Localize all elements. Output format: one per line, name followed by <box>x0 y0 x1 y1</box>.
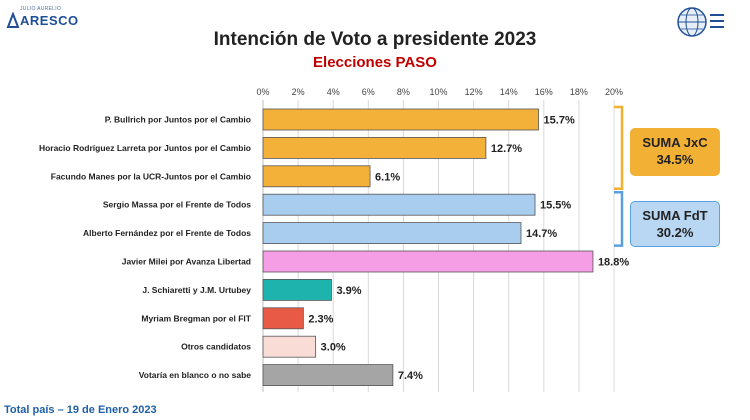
x-tick-label: 14% <box>500 87 518 97</box>
x-tick-label: 0% <box>256 87 269 97</box>
value-label: 3.0% <box>321 342 346 354</box>
chart-title: Intención de Voto a presidente 2023 <box>213 29 537 50</box>
group-value-jxc: 34.5% <box>656 152 694 167</box>
category-label: Facundo Manes por la UCR-Juntos por el C… <box>51 171 251 181</box>
x-tick-label: 12% <box>465 87 483 97</box>
logo-left-big: ARESCO <box>20 13 79 28</box>
group-box-jxc: SUMA JxC 34.5% <box>630 128 720 176</box>
globe-icon <box>677 7 724 37</box>
bar <box>262 364 394 387</box>
value-label: 15.7% <box>544 115 575 127</box>
value-label: 7.4% <box>398 370 423 382</box>
x-tick-label: 16% <box>535 87 553 97</box>
x-tick-label: 10% <box>429 87 447 97</box>
value-label: 2.3% <box>308 313 333 325</box>
group-value-fdt: 30.2% <box>656 225 694 240</box>
value-label: 15.5% <box>540 200 571 212</box>
category-label: J. Schiaretti y J.M. Urtubey <box>142 285 251 295</box>
value-label: 12.7% <box>491 143 522 155</box>
bar <box>262 222 522 245</box>
footer-note: Total país – 19 de Enero 2023 <box>4 404 157 416</box>
category-label: Otros candidatos <box>181 342 251 352</box>
x-tick-label: 2% <box>292 87 305 97</box>
value-label: 3.9% <box>336 285 361 297</box>
bar <box>262 278 332 301</box>
x-tick-label: 18% <box>570 87 588 97</box>
aresco-national-research-logo <box>676 4 726 40</box>
bar <box>262 193 536 216</box>
category-label: Myriam Bregman por el FIT <box>141 313 251 323</box>
x-tick-label: 20% <box>605 87 623 97</box>
x-tick-label: 6% <box>362 87 375 97</box>
group-bracket <box>614 190 624 247</box>
x-tick-label: 8% <box>397 87 410 97</box>
aresco-logo: JULIO AURELIO ARESCO <box>6 4 96 38</box>
category-label: Sergio Massa por el Frente de Todos <box>103 200 251 210</box>
category-label: Horacio Rodríguez Larreta por Juntos por… <box>39 143 251 153</box>
chart-subtitle: Elecciones PASO <box>313 54 437 71</box>
value-label: 14.7% <box>526 228 557 240</box>
value-label: 6.1% <box>375 171 400 183</box>
category-label: Alberto Fernández por el Frente de Todos <box>83 228 251 238</box>
group-label-fdt: SUMA FdT <box>642 208 708 223</box>
group-label-jxc: SUMA JxC <box>642 135 708 150</box>
category-label: P. Bullrich por Juntos por el Cambio <box>105 115 251 125</box>
bar <box>262 165 371 188</box>
bar <box>262 307 304 330</box>
value-label: 18.8% <box>598 257 629 269</box>
bar <box>262 250 594 273</box>
aresco-logo-icon <box>6 12 20 28</box>
bar <box>262 335 317 358</box>
bar <box>262 108 539 131</box>
group-box-fdt: SUMA FdT 30.2% <box>630 201 720 247</box>
category-label: Votaría en blanco o no sabe <box>139 370 252 380</box>
group-bracket <box>614 105 624 191</box>
x-tick-label: 4% <box>327 87 340 97</box>
category-label: Javier Milei por Avanza Libertad <box>122 257 251 267</box>
bar <box>262 136 487 159</box>
logo-left-small: JULIO AURELIO <box>20 6 62 12</box>
